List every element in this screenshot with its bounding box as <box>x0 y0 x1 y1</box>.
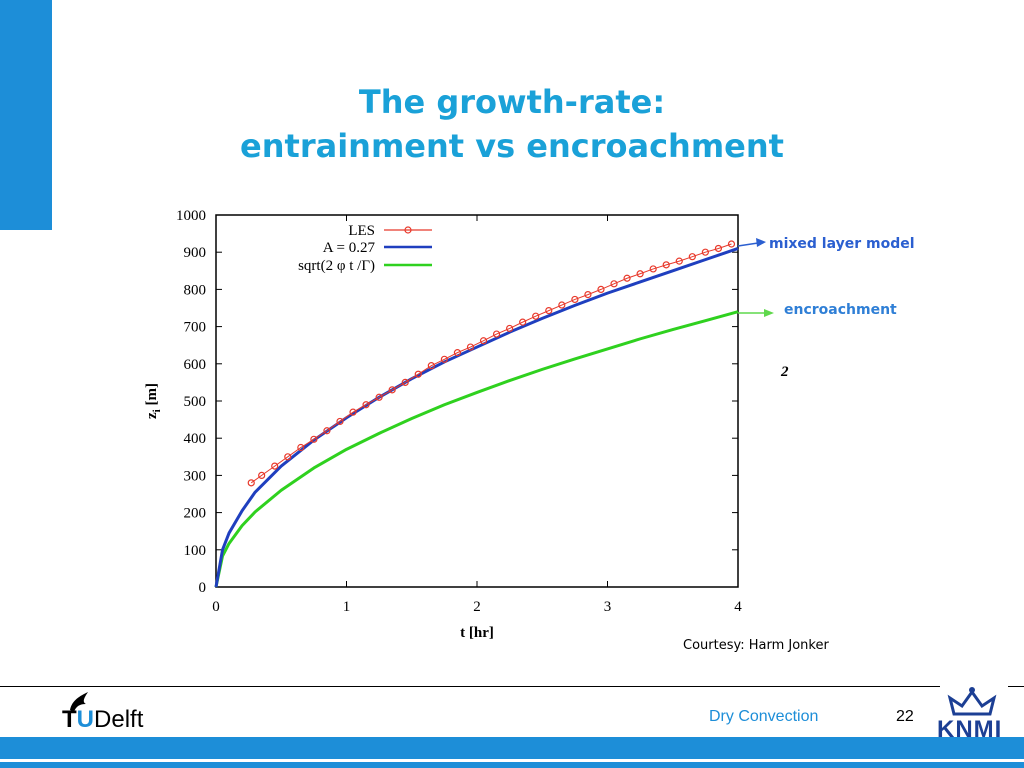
les-data-point <box>532 312 540 320</box>
les-data-point <box>310 435 318 443</box>
les-data-point <box>453 349 462 357</box>
les-data-point <box>545 307 553 315</box>
plot-frame <box>215 214 739 588</box>
y-axis-label: zi [m] <box>144 383 163 419</box>
footer-section-label: Dry Convection <box>709 708 819 725</box>
encroachment-label: encroachment <box>784 302 897 318</box>
les-data-point <box>466 343 475 351</box>
les-data-point <box>610 280 618 288</box>
les-data-point <box>701 248 709 256</box>
y-axis-label-sub: i <box>151 409 163 412</box>
tudelft-logo-text: Delft <box>94 706 144 733</box>
les-data-point <box>336 417 344 426</box>
les-data-point <box>519 318 527 326</box>
x-tick-label: 3 <box>604 599 612 615</box>
les-data-point <box>427 362 435 370</box>
x-ticks: 0 1 2 3 4 <box>212 215 742 615</box>
les-data-point <box>623 274 631 282</box>
title-line-2: entrainment vs encroachment <box>240 127 784 165</box>
y-ticks: 0 100 200 300 400 500 600 700 800 900 1000 <box>176 208 738 596</box>
les-data-point <box>284 453 292 461</box>
slide-title: The growth-rate: entrainment vs encroach… <box>0 80 1024 168</box>
y-axis-label-unit: [m] <box>144 383 160 409</box>
les-data-point <box>401 378 409 386</box>
stray-glyph: 2 <box>780 364 789 380</box>
tudelft-logo: TUDelft <box>62 706 143 734</box>
footer-divider-right <box>1008 686 1024 687</box>
tudelft-flame-icon <box>70 692 88 712</box>
les-data-point <box>571 295 579 304</box>
title-line-1: The growth-rate: <box>358 83 666 121</box>
les-data-point <box>362 401 370 409</box>
growth-rate-chart: 0 100 200 300 400 500 600 700 800 900 1000 0 1 2 3 4 L… <box>144 208 915 641</box>
courtesy-note: Courtesy: Harm Jonker <box>683 638 829 653</box>
series-group <box>214 240 739 588</box>
legend: LES A = 0.27 sqrt(2 φ t /Γ) <box>298 223 432 274</box>
series-line-2 <box>214 310 739 588</box>
y-tick-label: 1000 <box>176 208 206 224</box>
encroachment-arrowhead-icon <box>764 309 774 317</box>
footer-divider <box>0 686 940 687</box>
mixed-layer-label: mixed layer model <box>769 236 915 252</box>
les-data-point <box>323 427 331 435</box>
les-data-point <box>636 270 644 278</box>
tudelft-logo-u: U <box>76 706 95 733</box>
y-axis-label-main: z <box>144 412 160 419</box>
les-data-point <box>388 386 396 394</box>
x-tick-label: 2 <box>473 599 481 615</box>
les-data-point <box>271 462 279 470</box>
footer-band-lower <box>0 762 1024 768</box>
y-tick-label: 900 <box>184 245 207 261</box>
footer-band <box>0 737 1024 759</box>
les-data-point <box>375 393 383 401</box>
y-tick-label: 100 <box>184 543 207 559</box>
x-tick-label: 1 <box>343 599 351 615</box>
y-tick-label: 200 <box>184 506 207 522</box>
les-data-point <box>688 253 696 261</box>
les-data-point <box>414 370 422 378</box>
les-data-point <box>584 291 592 299</box>
les-data-point <box>714 244 723 253</box>
x-axis-label: t [hr] <box>460 625 494 641</box>
y-tick-label: 400 <box>184 431 207 447</box>
les-data-point <box>479 337 488 345</box>
les-data-point <box>258 471 266 479</box>
les-data-point <box>492 330 501 338</box>
y-tick-label: 800 <box>184 282 207 298</box>
knmi-crown-icon <box>947 687 997 716</box>
y-tick-label: 0 <box>199 580 207 596</box>
les-connector-line <box>250 243 732 484</box>
les-data-point <box>558 301 566 309</box>
series-line-1 <box>214 247 739 588</box>
mixed-layer-arrow <box>737 242 759 247</box>
tudelft-logo-t: T <box>62 706 77 733</box>
les-data-point <box>247 479 255 487</box>
les-data-point <box>440 355 448 363</box>
x-tick-label: 0 <box>212 599 220 615</box>
page-number: 22 <box>896 708 914 725</box>
les-data-point <box>662 261 670 269</box>
les-data-point <box>727 240 736 248</box>
les-data-point <box>349 408 357 416</box>
les-data-point <box>675 257 683 265</box>
mixed-layer-arrowhead-icon <box>756 238 766 247</box>
legend-label-a: A = 0.27 <box>323 240 376 256</box>
legend-label-sqrt: sqrt(2 φ t /Γ) <box>298 258 375 274</box>
y-tick-label: 700 <box>184 320 207 336</box>
y-tick-label: 500 <box>184 394 207 410</box>
x-tick-label: 4 <box>734 599 742 615</box>
legend-label-les: LES <box>348 223 375 239</box>
corner-accent-block <box>0 0 52 230</box>
les-data-point <box>649 265 657 273</box>
y-tick-label: 300 <box>184 468 207 484</box>
legend-marker-les <box>404 226 412 234</box>
les-data-point <box>506 324 514 333</box>
y-tick-label: 600 <box>184 357 207 373</box>
les-data-point <box>597 285 605 293</box>
les-data-point <box>297 443 305 452</box>
